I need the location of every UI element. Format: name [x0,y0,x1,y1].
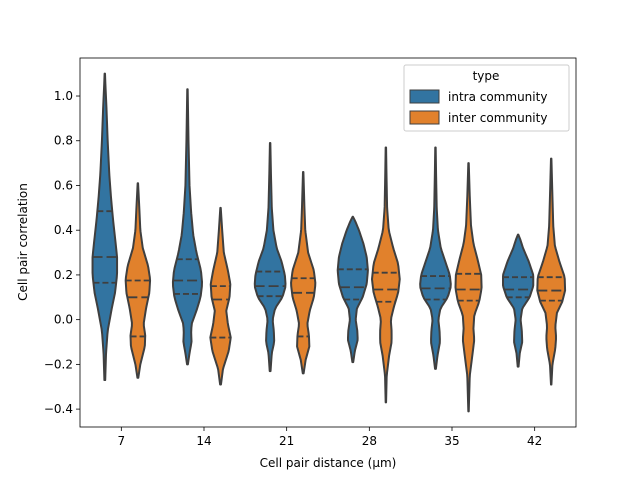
violin-intra-28 [336,215,369,364]
x-tick-label: 28 [362,434,377,448]
y-tick-label: 1.0 [54,89,73,103]
violin-plot-area [91,72,567,413]
legend-box [403,64,570,132]
violin-inter-28 [370,146,401,404]
violin-inter-21 [290,171,317,375]
violin-intra-35 [419,146,452,370]
x-tick-label: 42 [527,434,542,448]
violin-intra-21 [253,141,287,373]
y-tick-label: 0.0 [54,313,73,327]
y-tick-label: 0.6 [54,178,73,192]
x-axis: 7 14 21 28 35 42 [118,427,542,448]
violin-inter-14 [209,206,232,386]
violin-inter-35 [454,162,483,413]
violin-inter-42 [536,157,567,386]
x-tick-label: 14 [196,434,211,448]
legend-label-intra: intra community [448,90,547,104]
y-tick-label: 0.4 [54,223,73,237]
y-axis: −0.4 −0.2 0.0 0.2 0.4 0.6 0.8 1.0 [44,89,80,416]
y-tick-label: 0.8 [54,134,73,148]
plot-frame [79,57,577,428]
violin-intra-42 [502,233,535,368]
violin-intra-14 [171,88,203,366]
x-tick-label: 21 [279,434,294,448]
x-tick-label: 7 [118,434,126,448]
legend-title: type [473,69,500,83]
x-axis-label: Cell pair distance (µm) [260,456,397,470]
legend-swatch-inter [409,110,440,125]
violin-intra-7 [91,72,119,382]
y-tick-label: −0.4 [44,402,73,416]
legend-swatch-intra [409,89,440,104]
x-tick-label: 35 [444,434,459,448]
legend-label-inter: inter community [448,111,547,125]
y-axis-label: Cell pair correlation [16,183,30,301]
legend: type intra community inter community [403,64,570,132]
y-tick-label: 0.2 [54,268,73,282]
y-tick-label: −0.2 [44,357,73,371]
